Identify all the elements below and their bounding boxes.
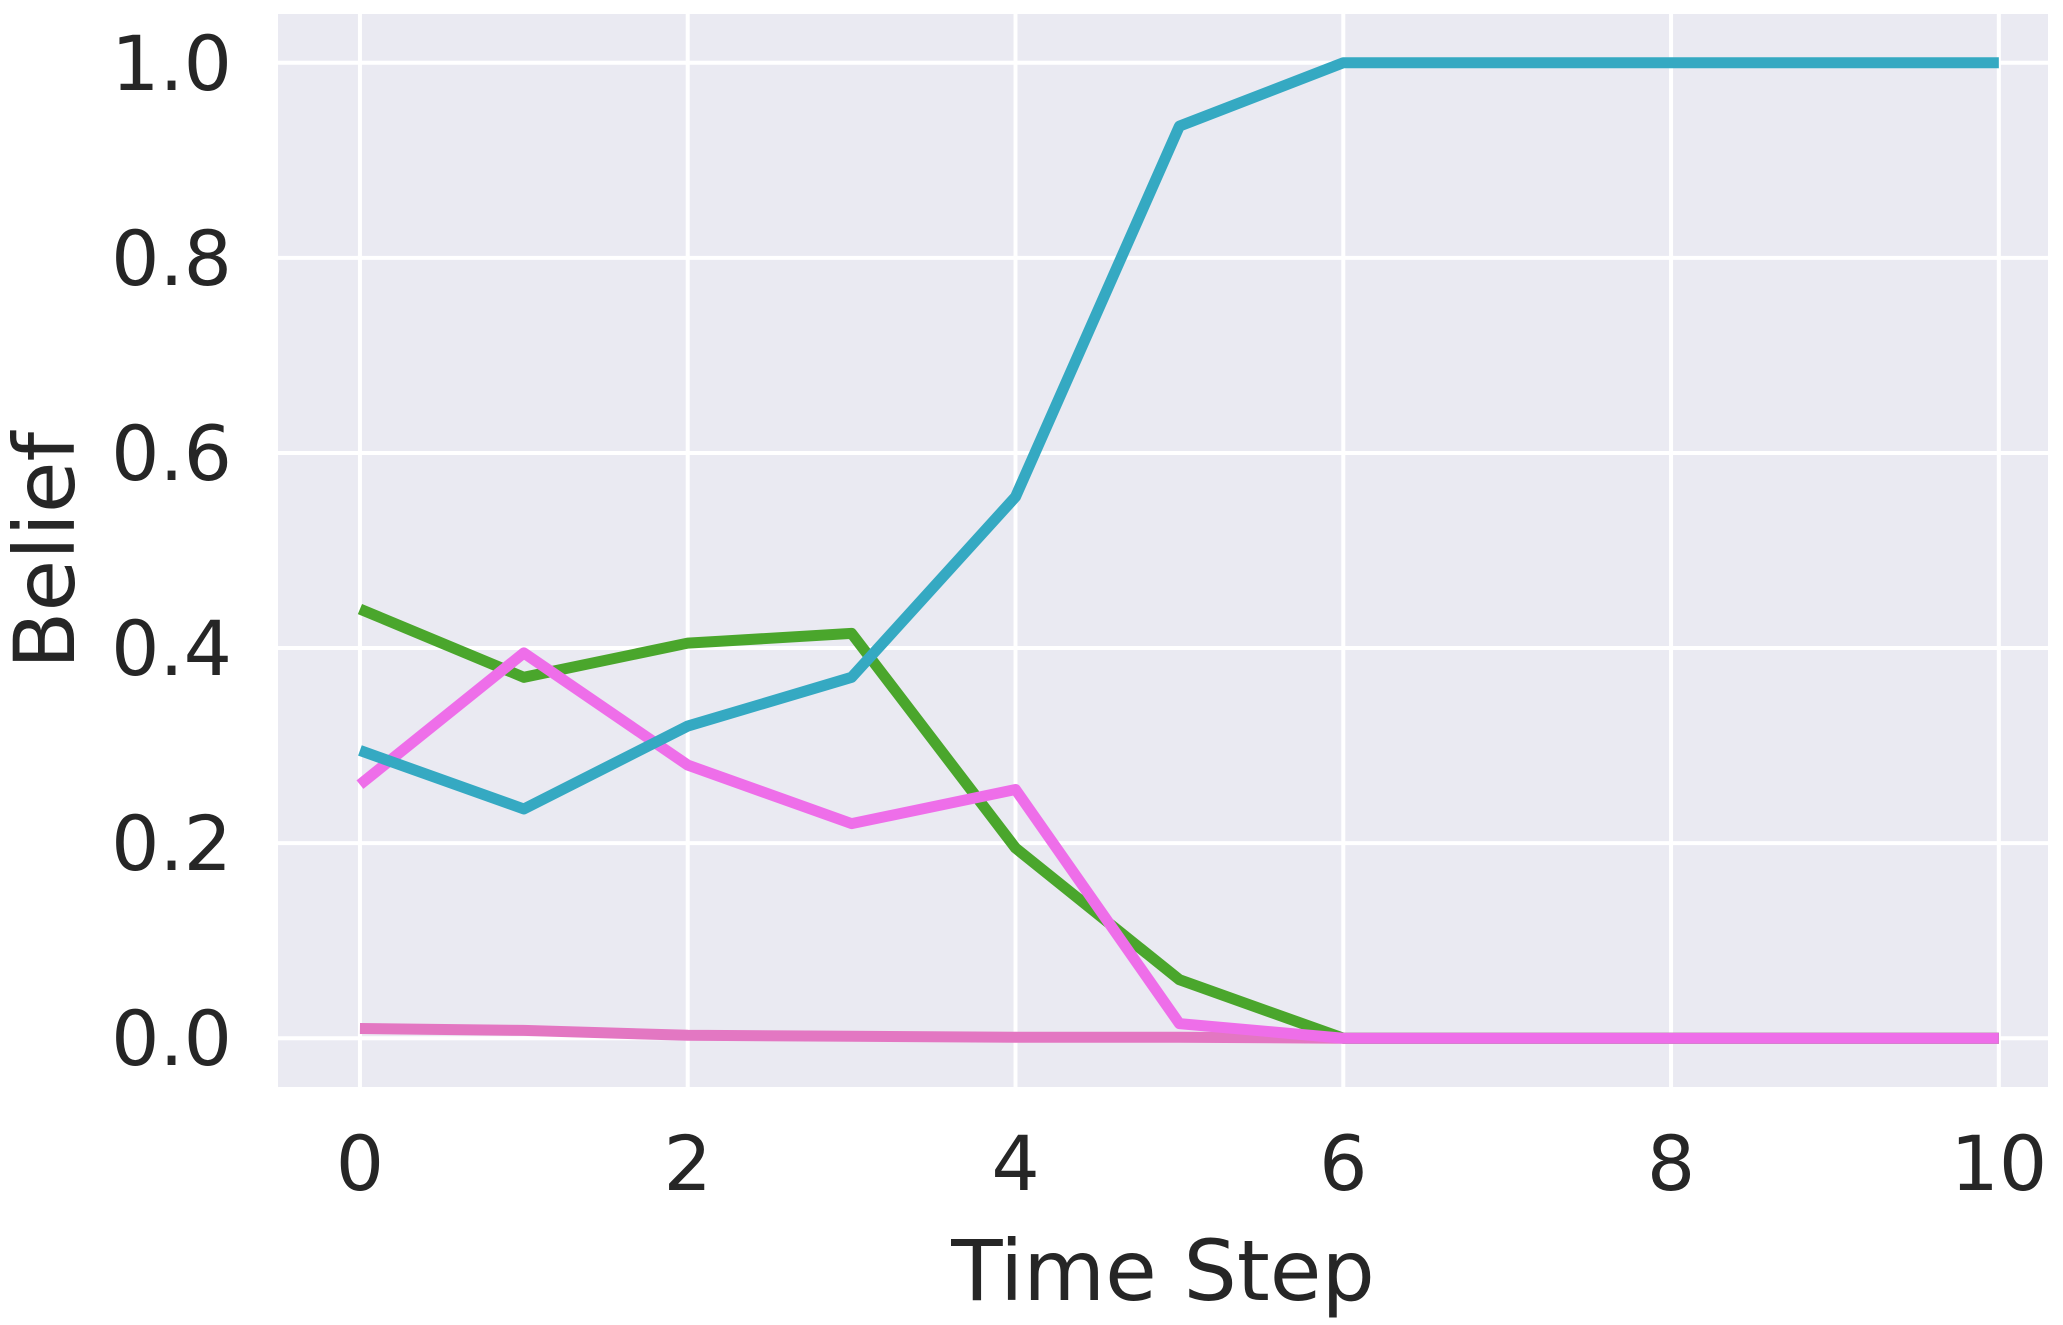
x-tick-label: 4	[991, 1119, 1039, 1208]
y-tick-label: 0.8	[111, 214, 232, 303]
plot-background	[278, 14, 2048, 1087]
y-ticks: 0.0 0.2 0.4 0.6 0.8 1.0	[111, 19, 232, 1083]
y-tick-label: 0.0	[111, 994, 232, 1083]
x-ticks: 0 2 4 6 8 10	[336, 1119, 2047, 1208]
series-line-3	[356, 647, 1999, 1044]
y-tick-label: 0.4	[111, 604, 232, 693]
x-tick-label: 8	[1647, 1119, 1695, 1208]
y-axis-label: Belief	[0, 429, 94, 669]
series-layer	[356, 57, 1999, 1044]
x-tick-label: 6	[1319, 1119, 1367, 1208]
x-tick-label: 10	[1950, 1119, 2047, 1208]
x-axis-label: Time Step	[950, 1222, 1375, 1320]
x-tick-label: 2	[664, 1119, 712, 1208]
y-tick-label: 0.2	[111, 799, 232, 888]
series-line-4	[358, 57, 1999, 815]
y-tick-label: 1.0	[111, 19, 232, 108]
x-tick-label: 0	[336, 1119, 384, 1208]
y-tick-label: 0.6	[111, 409, 232, 498]
